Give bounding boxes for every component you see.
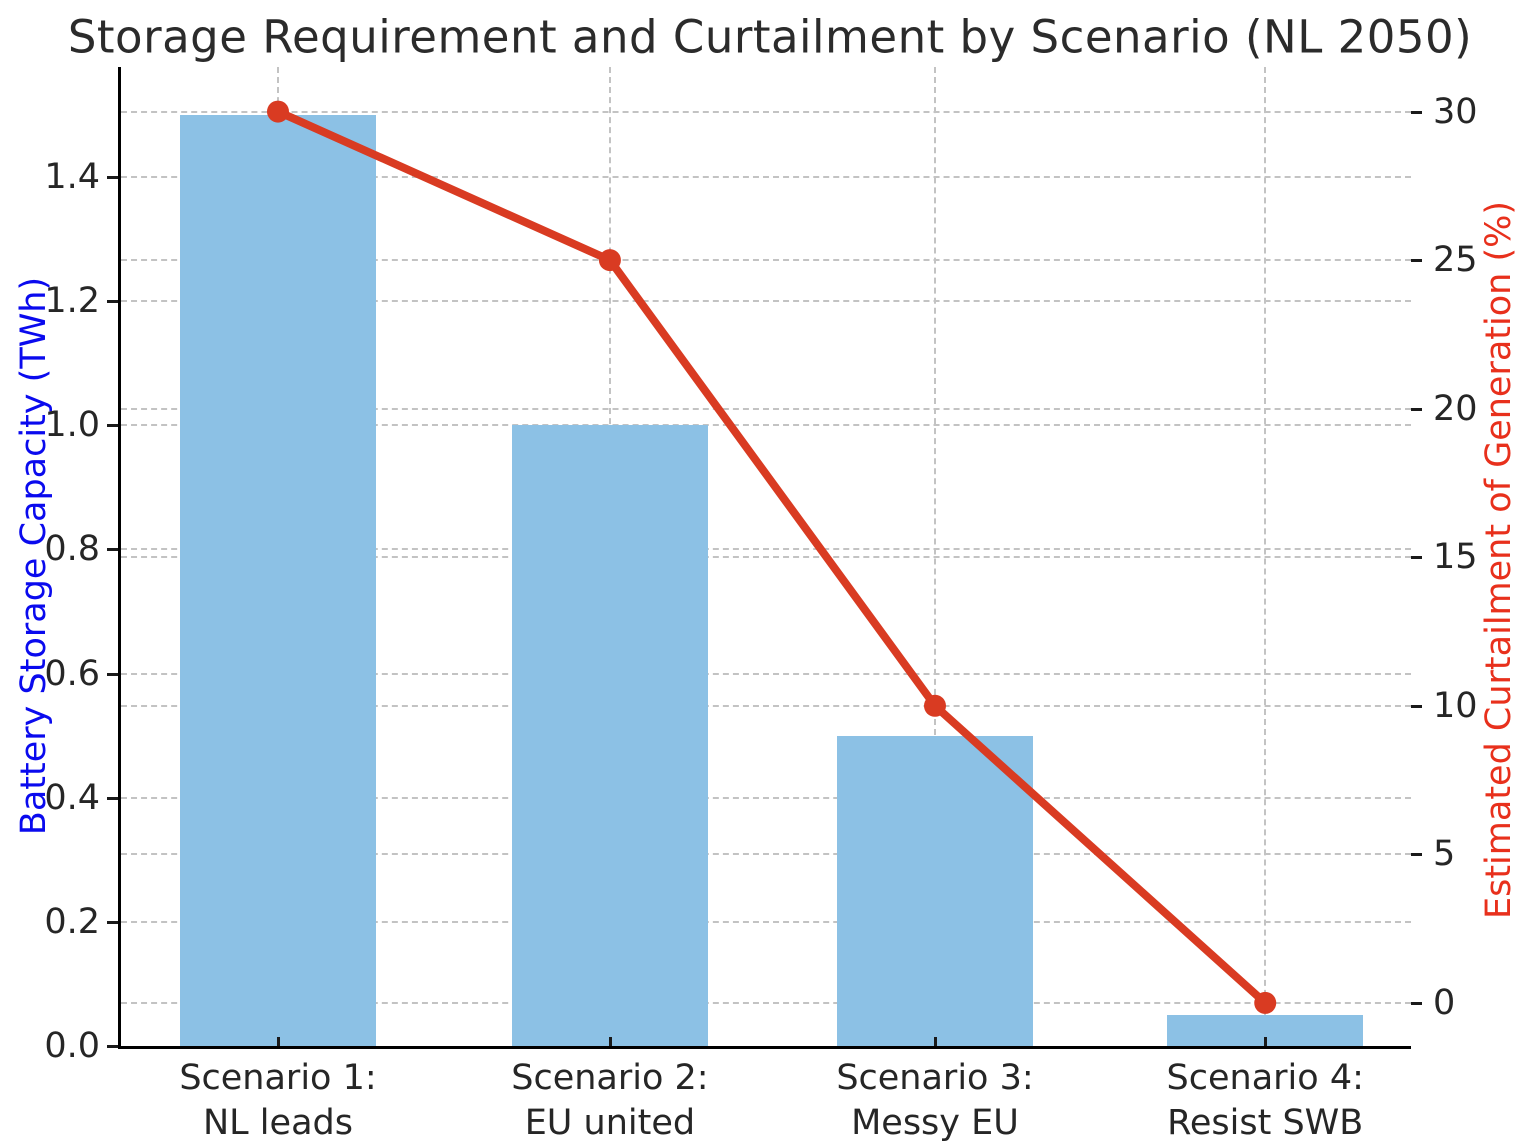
y-right-tick <box>1411 1001 1422 1005</box>
y-right-tick <box>1411 407 1422 411</box>
x-tick <box>608 1037 612 1046</box>
y-right-tick <box>1411 556 1422 560</box>
y-right-tick-label: 10 <box>1433 685 1478 726</box>
y-left-tick <box>107 175 118 179</box>
y-right-tick <box>1411 110 1422 114</box>
x-axis-spine <box>118 1046 1411 1049</box>
x-category-label: Scenario 3: Messy EU <box>836 1058 1034 1143</box>
y-left-tick-label: 0.4 <box>44 777 100 818</box>
gridline-horizontal <box>121 110 1411 113</box>
y-left-tick <box>107 920 118 924</box>
x-category-label: Scenario 2: EU united <box>511 1058 709 1143</box>
x-tick <box>933 1037 937 1046</box>
bar-3 <box>836 735 1033 1046</box>
y-left-tick <box>107 300 118 304</box>
y-right-tick-label: 0 <box>1433 982 1456 1023</box>
y-left-tick-label: 0.8 <box>44 529 100 570</box>
chart-title: Storage Requirement and Curtailment by S… <box>67 10 1473 64</box>
y-left-tick <box>107 672 118 676</box>
y-left-tick <box>107 424 118 428</box>
y-right-tick-label: 20 <box>1433 388 1478 429</box>
x-tick <box>276 1037 280 1046</box>
y-right-tick <box>1411 853 1422 857</box>
bar-1 <box>179 114 376 1046</box>
y-right-tick-label: 30 <box>1433 91 1478 132</box>
y-axis-spine <box>118 67 121 1049</box>
bar-2 <box>511 425 708 1046</box>
gridline-vertical <box>1264 67 1267 1046</box>
y-left-tick <box>107 548 118 552</box>
y-left-tick <box>107 1045 118 1048</box>
y-left-tick-label: 1.0 <box>44 405 100 446</box>
y-left-tick <box>107 796 118 800</box>
y-left-tick-label: 1.2 <box>44 281 100 322</box>
y-right-tick-label: 5 <box>1433 834 1456 875</box>
y-right-tick <box>1411 259 1422 263</box>
y-left-tick-label: 0.0 <box>44 1026 100 1066</box>
y-right-tick-label: 15 <box>1433 537 1478 578</box>
y-right-tick-label: 25 <box>1433 240 1478 281</box>
x-category-label: Scenario 1: NL leads <box>179 1058 377 1143</box>
y-left-tick-label: 1.4 <box>44 156 100 197</box>
x-category-label: Scenario 4: Resist SWB <box>1166 1058 1364 1143</box>
x-tick <box>1264 1037 1268 1046</box>
y-right-tick <box>1411 704 1422 708</box>
y-left-tick-label: 0.2 <box>44 901 100 942</box>
y-left-tick-label: 0.6 <box>44 653 100 694</box>
